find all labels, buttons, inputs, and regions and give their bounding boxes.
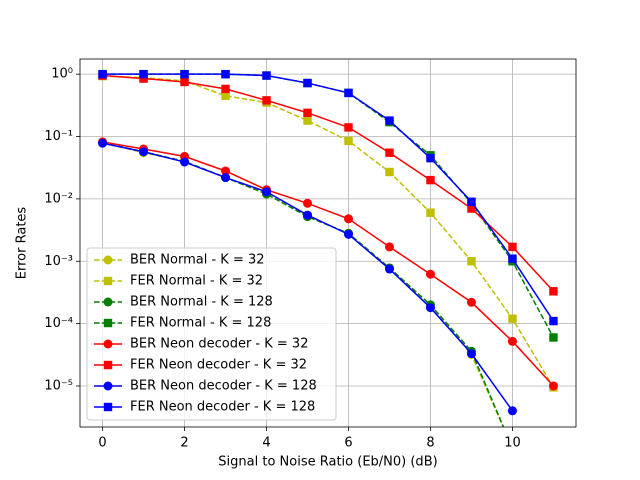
marker <box>467 204 476 213</box>
marker <box>180 157 190 167</box>
series-line <box>102 141 555 387</box>
marker <box>426 153 435 163</box>
marker <box>343 229 353 239</box>
y-tick-label: 10⁻¹ <box>44 129 73 144</box>
legend-label: BER Normal - K = 32 <box>130 253 265 268</box>
marker <box>467 197 476 206</box>
marker <box>384 242 394 252</box>
x-axis-label: Signal to Noise Ratio (Eb/N0) (dB) <box>218 455 437 470</box>
x-tick-label: 4 <box>262 436 270 451</box>
x-tick-label: 8 <box>426 436 434 451</box>
legend-label: FER Normal - K = 32 <box>130 274 263 289</box>
y-axis-label: Error Rates <box>15 207 30 280</box>
marker <box>549 287 558 296</box>
marker <box>221 173 231 183</box>
marker <box>180 69 189 79</box>
marker <box>508 242 517 252</box>
marker <box>385 148 394 157</box>
x-tick-label: 6 <box>344 436 352 451</box>
legend-label: BER Normal - K = 128 <box>130 295 273 310</box>
marker <box>343 214 353 224</box>
x-tick-label: 0 <box>98 436 106 451</box>
marker <box>385 167 394 177</box>
marker <box>467 257 476 266</box>
marker <box>426 208 435 217</box>
marker <box>507 406 517 416</box>
series-line <box>102 75 555 388</box>
marker <box>303 210 313 220</box>
marker <box>344 123 353 132</box>
marker <box>103 255 113 265</box>
marker <box>262 187 272 197</box>
marker <box>262 71 271 80</box>
marker <box>549 316 558 326</box>
marker <box>103 276 113 286</box>
marker <box>425 269 435 279</box>
marker <box>549 333 558 342</box>
marker <box>103 360 113 370</box>
marker <box>139 69 148 79</box>
marker <box>103 381 113 391</box>
marker <box>303 108 312 118</box>
marker <box>303 78 312 88</box>
marker <box>548 381 558 391</box>
marker <box>139 74 148 83</box>
marker <box>221 69 230 79</box>
y-tick-label: 10⁰ <box>51 67 73 82</box>
legend-label: BER Neon decoder - K = 128 <box>130 379 317 394</box>
marker <box>221 84 230 94</box>
marker <box>384 264 394 274</box>
legend-label: FER Normal - K = 128 <box>130 316 271 331</box>
marker <box>466 349 476 359</box>
marker <box>262 96 271 105</box>
legend-label: FER Neon decoder - K = 128 <box>130 400 315 415</box>
series-line <box>102 74 555 292</box>
marker <box>98 69 107 79</box>
marker <box>303 198 313 208</box>
y-tick-label: 10⁻³ <box>44 254 73 269</box>
marker <box>426 175 435 185</box>
legend-label: FER Neon decoder - K = 32 <box>130 358 307 373</box>
legend-label: BER Neon decoder - K = 32 <box>130 337 308 352</box>
y-tick-label: 10⁻⁴ <box>44 316 73 331</box>
marker <box>466 297 476 307</box>
marker <box>103 339 113 349</box>
marker <box>508 314 517 323</box>
plot-frame <box>79 58 577 428</box>
marker <box>180 77 189 87</box>
marker <box>507 336 517 346</box>
marker <box>508 254 517 263</box>
marker <box>344 88 353 98</box>
marker <box>385 116 394 125</box>
marker <box>139 147 149 157</box>
marker <box>221 91 230 100</box>
x-tick-label: 2 <box>180 436 188 451</box>
marker <box>103 318 113 328</box>
marker <box>425 303 435 313</box>
x-tick-label: 10 <box>504 436 521 451</box>
marker <box>103 402 113 412</box>
marker <box>221 166 231 176</box>
marker <box>103 297 113 307</box>
marker <box>303 116 312 125</box>
y-tick-label: 10⁻² <box>44 191 73 206</box>
legend-box <box>86 247 337 421</box>
marker <box>98 138 108 148</box>
series-line <box>102 73 555 322</box>
y-tick-label: 10⁻⁵ <box>44 378 73 393</box>
marker <box>344 136 353 146</box>
